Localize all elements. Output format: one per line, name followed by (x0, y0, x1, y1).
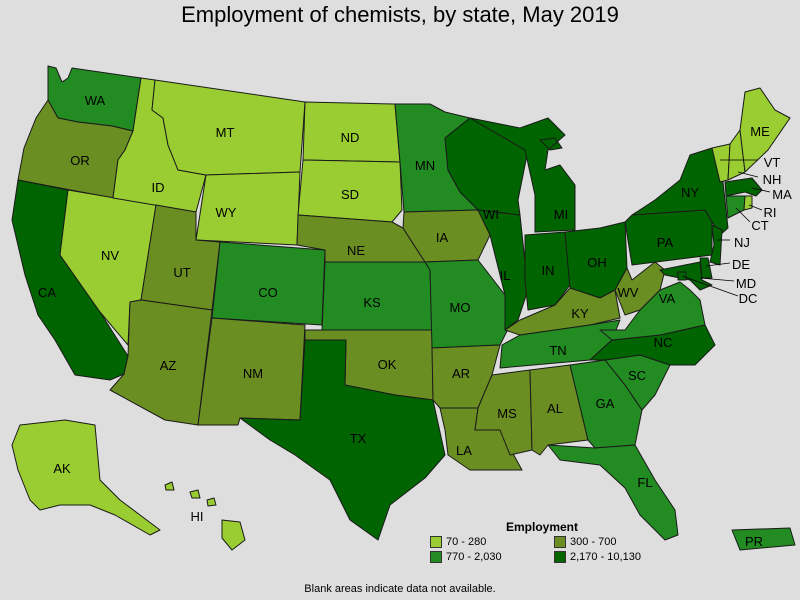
state-label-ct: CT (751, 218, 768, 233)
state-label-mt: MT (216, 125, 235, 140)
state-label-ok: OK (378, 357, 397, 372)
leader-line-ct (735, 207, 751, 223)
state-label-pr: PR (745, 534, 763, 549)
state-az[interactable] (109, 299, 213, 426)
state-fl[interactable] (547, 444, 679, 541)
state-label-mn: MN (415, 158, 435, 173)
state-hi[interactable] (164, 481, 246, 551)
state-label-tx: TX (350, 431, 367, 446)
state-label-ny: NY (681, 185, 699, 200)
leader-line-dc (681, 275, 739, 297)
state-label-ms: MS (497, 406, 517, 421)
state-label-oh: OH (587, 255, 607, 270)
state-va[interactable] (599, 281, 706, 341)
state-label-nd: ND (341, 130, 360, 145)
state-label-ky: KY (571, 306, 589, 321)
state-ak[interactable] (11, 419, 161, 536)
state-label-tn: TN (549, 343, 566, 358)
legend-label: 2,170 - 10,130 (570, 551, 641, 563)
state-label-la: LA (456, 443, 472, 458)
state-label-il: IL (500, 268, 511, 283)
state-label-me: ME (750, 124, 770, 139)
state-label-mo: MO (450, 300, 471, 315)
leader-line-md (699, 277, 735, 282)
legend-title: Employment (506, 520, 579, 534)
state-label-wi: WI (483, 207, 499, 222)
state-label-sc: SC (628, 368, 646, 383)
state-label-ma: MA (772, 187, 792, 202)
states-layer (11, 65, 796, 551)
state-label-vt: VT (764, 155, 781, 170)
state-tx[interactable] (239, 339, 446, 541)
state-label-va: VA (659, 291, 676, 306)
state-label-nm: NM (243, 366, 263, 381)
state-me[interactable] (739, 87, 791, 173)
state-label-ca: CA (38, 285, 56, 300)
state-nj[interactable] (709, 224, 723, 266)
state-label-nc: NC (654, 335, 673, 350)
legend-swatch (430, 551, 442, 563)
state-ri[interactable] (743, 195, 753, 211)
state-label-hi: HI (191, 509, 204, 524)
legend-item-tier-4: 2,170 - 10,130 (554, 551, 641, 563)
state-label-az: AZ (160, 358, 177, 373)
legend-swatch (430, 536, 442, 548)
legend-item-tier-3: 770 - 2,030 (430, 551, 502, 563)
state-label-sd: SD (341, 187, 359, 202)
legend-item-tier-2: 300 - 700 (554, 536, 616, 548)
legend-label: 300 - 700 (570, 536, 617, 548)
state-label-wy: WY (216, 205, 237, 220)
state-label-md: MD (736, 276, 756, 291)
leader-line-nh (737, 171, 759, 178)
state-label-al: AL (547, 401, 563, 416)
state-label-ks: KS (363, 295, 381, 310)
state-label-ut: UT (173, 265, 190, 280)
state-mo[interactable] (424, 259, 511, 349)
state-label-or: OR (70, 153, 90, 168)
map-title: Employment of chemists, by state, May 20… (181, 2, 619, 27)
state-label-co: CO (258, 285, 278, 300)
label-leader-lines (681, 159, 771, 297)
state-label-nj: NJ (734, 235, 750, 250)
state-label-ia: IA (436, 230, 449, 245)
state-label-dc: DC (739, 291, 758, 306)
state-labels: WA OR CA NV ID MT WY UT AZ CO NM ND SD NE KS OK TX MN IA MO… (38, 93, 792, 549)
state-label-pa: PA (657, 235, 674, 250)
state-label-ak: AK (53, 461, 71, 476)
state-label-fl: FL (637, 475, 652, 490)
legend-swatch (554, 551, 566, 563)
footnote: Blank areas indicate data not available. (304, 583, 496, 595)
legend-label: 70 - 280 (446, 536, 487, 548)
state-ma[interactable] (724, 177, 763, 197)
state-pr[interactable] (731, 527, 796, 551)
state-label-id: ID (152, 180, 165, 195)
state-label-ri: RI (764, 205, 777, 220)
state-il[interactable] (477, 209, 529, 331)
state-label-nv: NV (101, 248, 119, 263)
state-label-mi: MI (554, 207, 568, 222)
legend-item-tier-1: 70 - 280 (430, 536, 486, 548)
state-label-ar: AR (452, 366, 470, 381)
state-mt[interactable] (151, 79, 306, 176)
state-label-in: IN (542, 263, 555, 278)
state-label-ne: NE (347, 243, 365, 258)
leader-line-ri (748, 204, 763, 211)
legend-label: 770 - 2,030 (446, 551, 502, 563)
state-label-wv: WV (618, 285, 639, 300)
state-sd[interactable] (297, 159, 403, 223)
state-label-ga: GA (596, 396, 615, 411)
leader-line-ma (751, 187, 771, 193)
state-wy[interactable] (195, 171, 301, 246)
state-co[interactable] (211, 241, 326, 326)
state-label-nh: NH (763, 172, 782, 187)
leader-line-de (705, 262, 731, 267)
state-mi[interactable] (469, 117, 576, 233)
legend-swatch (554, 536, 566, 548)
state-label-wa: WA (85, 93, 106, 108)
state-label-de: DE (732, 257, 750, 272)
